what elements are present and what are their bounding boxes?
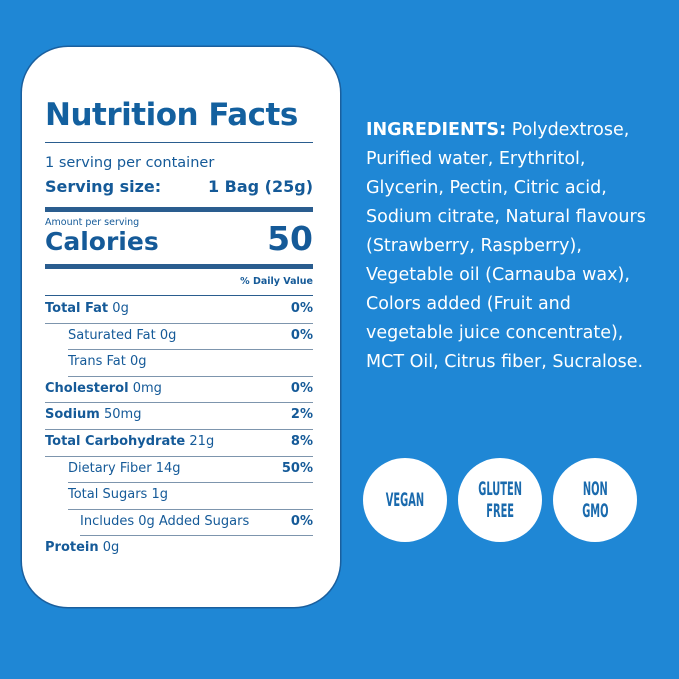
nutrient-daily-value: 8% — [290, 434, 313, 449]
non-gmo-badge: NON GMO — [553, 458, 637, 542]
nutrient-row: Sodium 50mg 2% — [45, 402, 313, 430]
nutrient-name: Dietary Fiber — [68, 460, 152, 476]
calories-value: 50 — [267, 219, 313, 258]
nutrient-daily-value: 50% — [281, 460, 313, 476]
thick-divider — [45, 264, 313, 269]
divider — [45, 295, 313, 296]
nutrient-row: Includes 0g Added Sugars 0% — [80, 509, 313, 537]
nutrient-daily-value: 2% — [290, 407, 313, 423]
badge-line: NON — [582, 478, 608, 500]
nutrient-daily-value: 0% — [290, 327, 313, 343]
daily-value-header: % Daily Value — [240, 276, 313, 287]
divider — [45, 142, 313, 143]
nutrient-row: Protein 0g — [45, 535, 313, 562]
nutrient-amount: 21g — [189, 434, 215, 449]
ingredients-heading: INGREDIENTS: — [366, 120, 507, 140]
nutrient-name: Total Carbohydrate — [45, 434, 186, 449]
nutrient-amount: 0g — [159, 327, 177, 343]
nutrient-name: Cholesterol — [45, 380, 129, 396]
nutrient-name: Includes 0g Added Sugars — [80, 513, 250, 529]
amount-per-serving: Amount per serving — [45, 217, 140, 228]
nutrient-name: Sodium — [45, 407, 100, 423]
nutrient-name: Total Sugars — [68, 487, 148, 503]
nutrient-amount: 50mg — [104, 407, 142, 423]
badge-line: GLUTEN — [478, 478, 522, 500]
gluten-free-badge: GLUTEN FREE — [458, 458, 542, 542]
nutrient-name: Saturated Fat — [68, 327, 156, 343]
nutrient-daily-value: 0% — [290, 301, 313, 316]
badge-line: GMO — [581, 500, 609, 522]
badge-line: VEGAN — [385, 489, 425, 511]
nutrient-row: Total Carbohydrate 21g 8% — [45, 429, 313, 457]
nutrient-amount: 0g — [112, 301, 129, 316]
nutrient-row: Saturated Fat 0g 0% — [68, 323, 313, 351]
ingredients-text: INGREDIENTS: Polydextrose, Purified wate… — [366, 116, 656, 377]
nutrient-daily-value: 0% — [290, 380, 313, 396]
vegan-badge: VEGAN — [363, 458, 447, 542]
nutrient-row: Dietary Fiber 14g 50% — [68, 456, 313, 484]
nutrient-daily-value: 0% — [290, 513, 313, 529]
nutrient-amount: 0g — [102, 540, 120, 556]
nutrient-name: Protein — [45, 540, 99, 556]
nutrient-name: Trans Fat — [68, 354, 126, 370]
nutrient-row: Total Fat 0g 0% — [45, 296, 313, 324]
serving-size-value: 1 Bag (25g) — [207, 177, 313, 196]
ingredients-list: Polydextrose, Purified water, Erythritol… — [366, 120, 646, 372]
nutrient-row: Cholesterol 0mg 0% — [45, 376, 313, 404]
nutrition-title: Nutrition Facts — [45, 97, 298, 133]
nutrient-amount: 0g — [129, 354, 147, 370]
nutrient-name: Total Fat — [45, 301, 109, 316]
nutrient-amount: 14g — [155, 460, 181, 476]
thick-divider — [45, 207, 313, 212]
nutrient-row: Trans Fat 0g — [68, 349, 313, 377]
calories-label: Calories — [45, 227, 159, 256]
servings-per-container: 1 serving per container — [45, 155, 215, 171]
badge-line: FREE — [486, 500, 514, 522]
nutrient-amount: 1g — [151, 487, 168, 503]
serving-size-label: Serving size: — [45, 177, 162, 196]
nutrient-row: Total Sugars 1g — [68, 482, 313, 510]
nutrition-facts-card: Nutrition Facts 1 serving per container … — [22, 47, 340, 607]
nutrient-amount: 0mg — [132, 380, 162, 396]
